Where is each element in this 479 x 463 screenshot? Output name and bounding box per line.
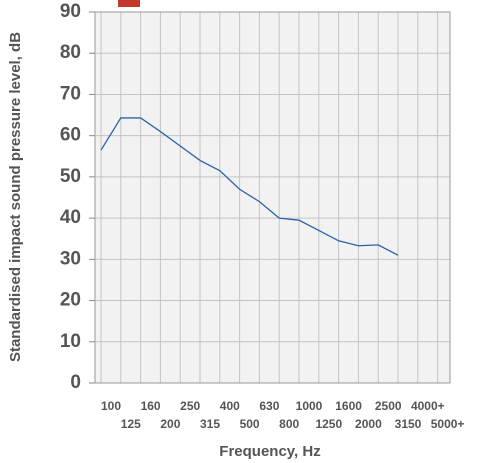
plot-frame <box>94 11 451 384</box>
y-tick-label: 60 <box>60 125 81 146</box>
x-tick-label: 4000+ <box>411 399 445 413</box>
y-tick-label: 50 <box>60 166 81 187</box>
x-tick-label: 5000+ <box>431 417 465 431</box>
x-tick-label: 200 <box>160 417 180 431</box>
y-tick-label: 70 <box>60 83 81 104</box>
x-tick-label: 2500 <box>375 399 402 413</box>
y-tick-label: 30 <box>60 248 81 269</box>
x-tick-label: 1250 <box>315 417 342 431</box>
plot-area <box>94 11 451 384</box>
x-tick-label: 400 <box>220 399 240 413</box>
x-tick-label: 1600 <box>335 399 362 413</box>
data-line <box>100 117 399 256</box>
x-axis-title: Frequency, Hz <box>219 443 320 460</box>
x-tick-label: 800 <box>279 417 299 431</box>
x-tick-label: 500 <box>240 417 260 431</box>
x-tick-label: 250 <box>180 399 200 413</box>
y-tick-label: 90 <box>60 1 81 22</box>
x-tick-label: 2000 <box>355 417 382 431</box>
y-tick-label: 10 <box>60 331 81 352</box>
x-tick-label: 630 <box>259 399 279 413</box>
y-axis-title: Standardised impact sound pressure level… <box>7 32 24 362</box>
x-tick-label: 3150 <box>395 417 422 431</box>
x-tick-label: 160 <box>141 399 161 413</box>
cut-off-title <box>118 0 140 7</box>
y-tick-label: 80 <box>60 42 81 63</box>
x-tick-label: 315 <box>200 417 220 431</box>
y-tick-label: 20 <box>60 290 81 311</box>
y-tick-label: 40 <box>60 207 81 228</box>
x-tick-label: 100 <box>101 399 121 413</box>
x-tick-label: 1000 <box>296 399 323 413</box>
x-tick-label: 125 <box>121 417 141 431</box>
y-tick-label: 0 <box>70 372 81 393</box>
